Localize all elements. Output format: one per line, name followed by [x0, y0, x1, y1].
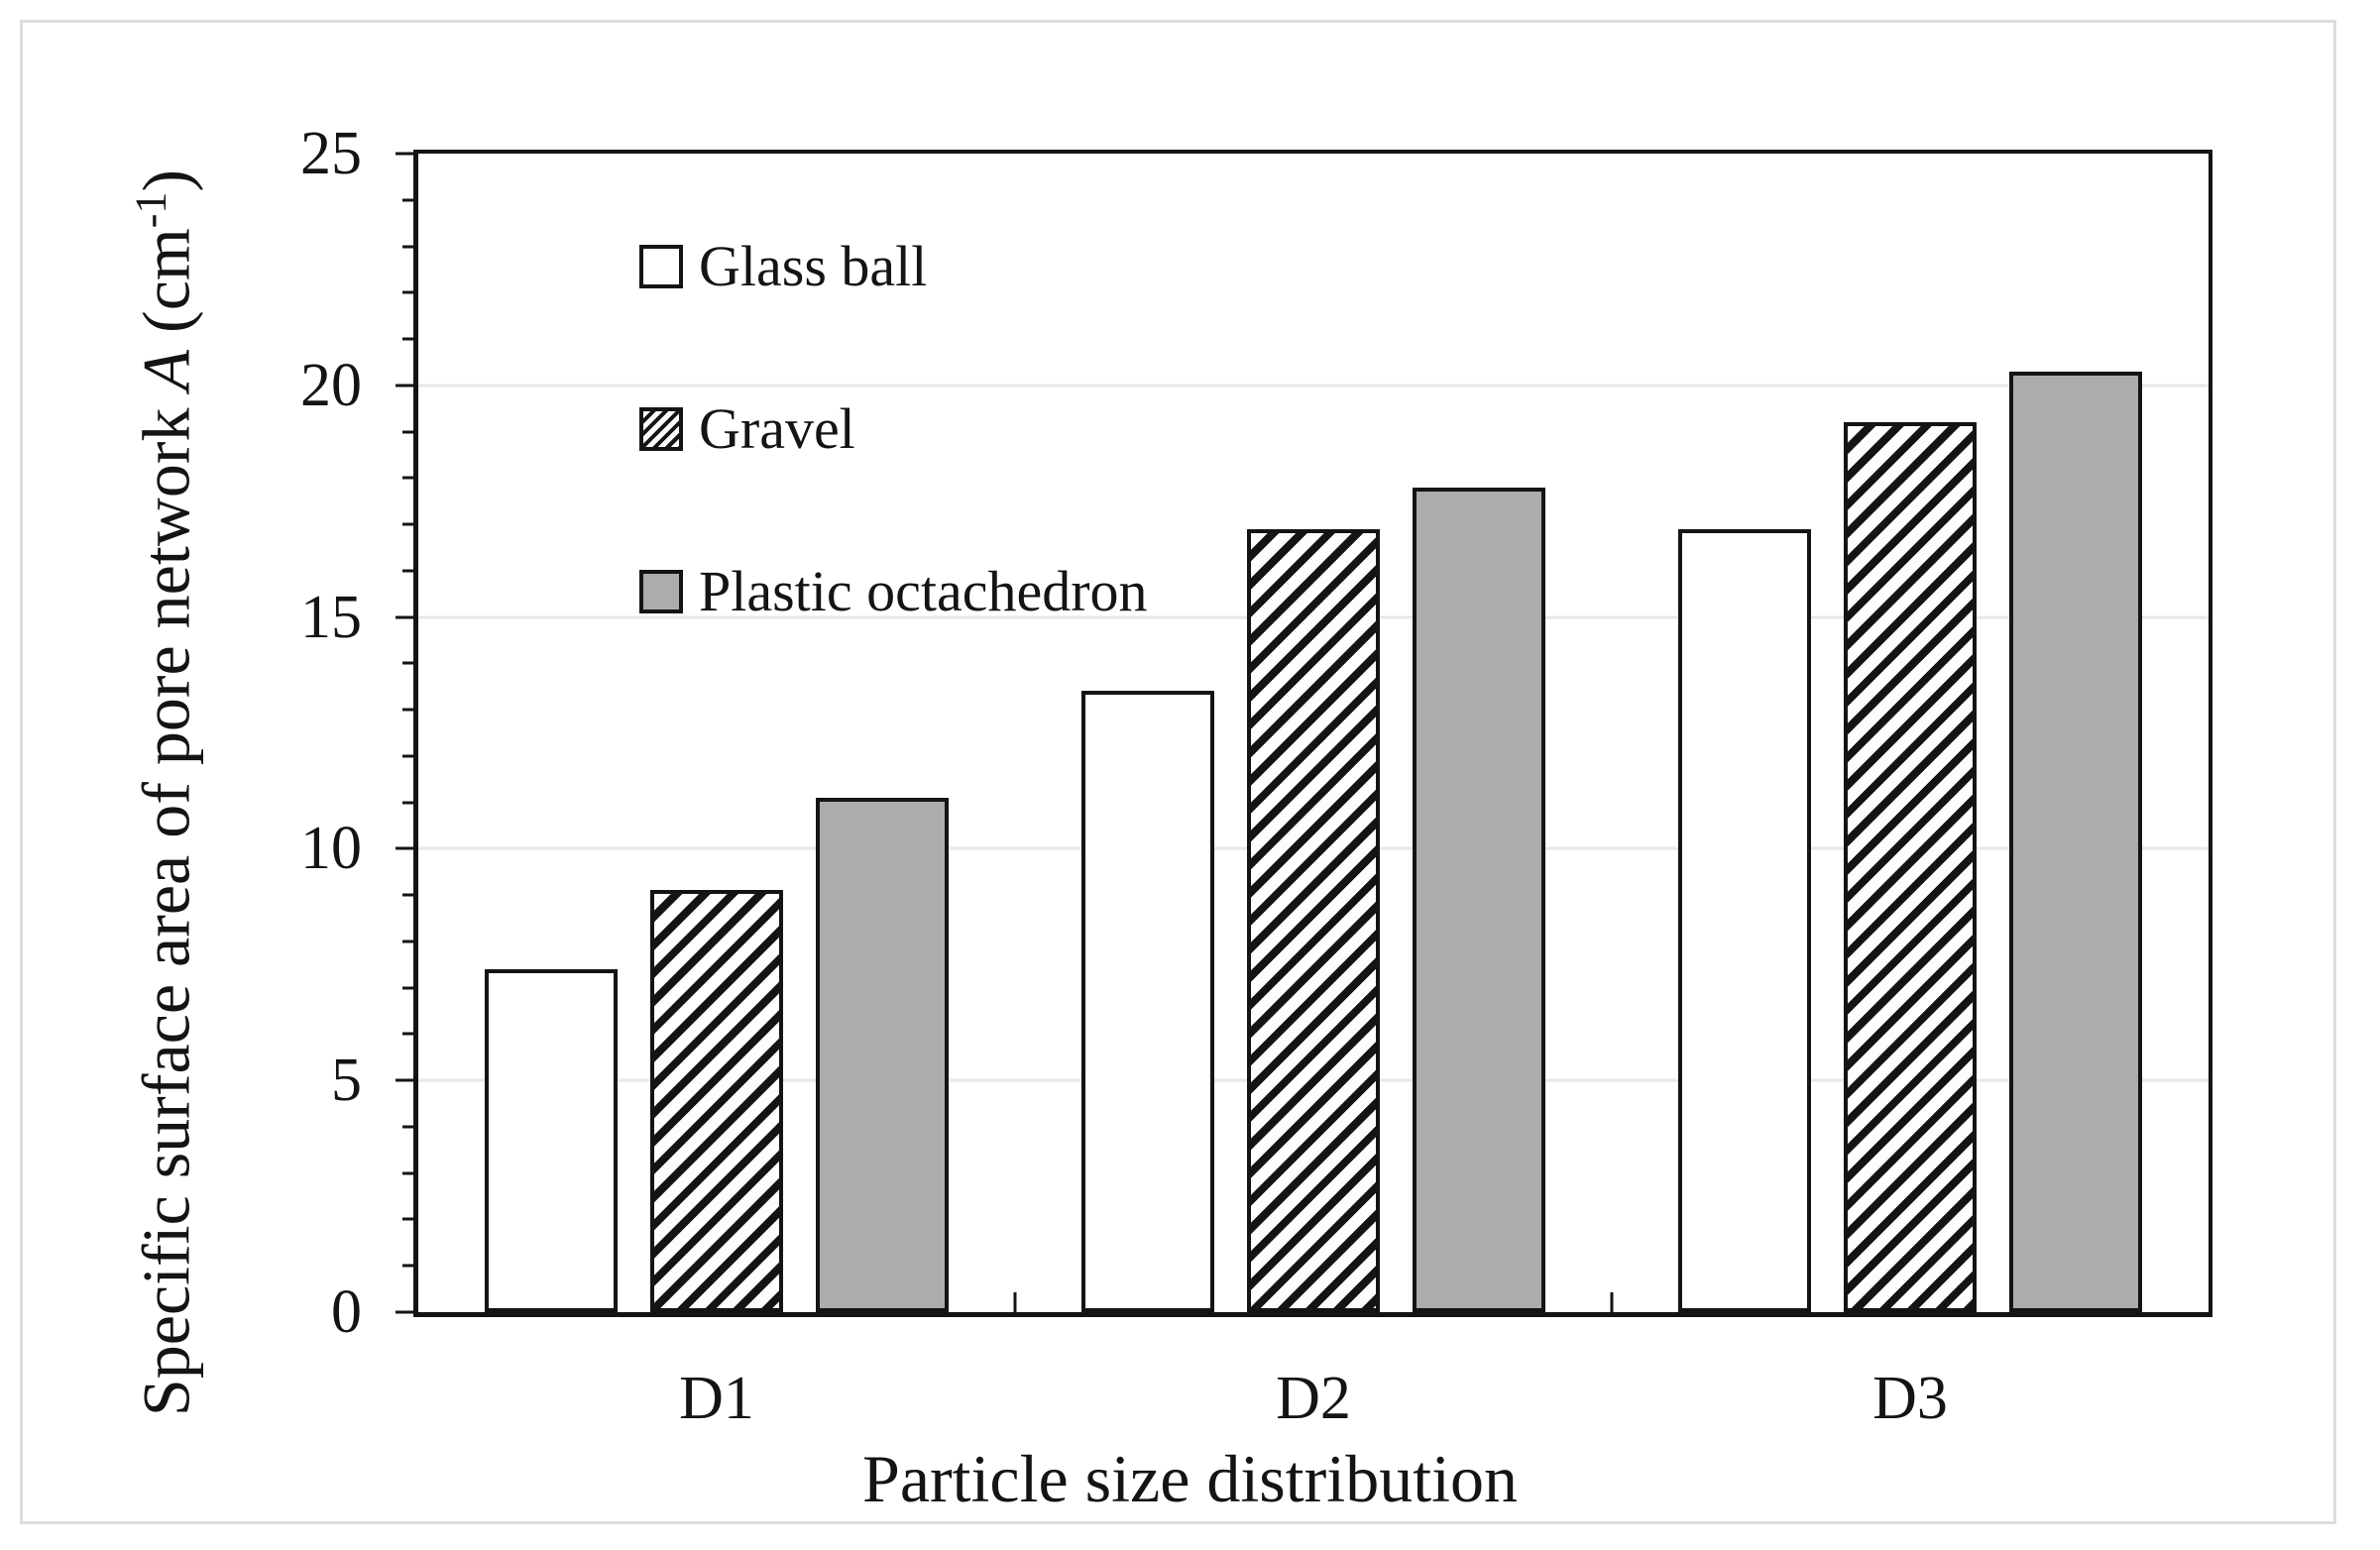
y-minor-tick-4 — [402, 1125, 413, 1129]
y-minor-tick-11 — [402, 801, 413, 805]
x-axis-title: Particle size distribution — [862, 1441, 1518, 1516]
gridline-y-20 — [418, 384, 2209, 388]
y-minor-tick-9 — [402, 893, 413, 897]
bar-plastic-octachedron-d1 — [816, 797, 949, 1312]
y-minor-tick-8 — [402, 940, 413, 943]
y-minor-tick-13 — [402, 708, 413, 712]
y-minor-tick-24 — [402, 198, 413, 202]
y-tick-label-15: 15 — [300, 583, 362, 651]
legend-swatch-white-icon — [639, 245, 683, 288]
y-axis-unit-exponent: -1 — [126, 191, 175, 229]
y-major-tick-20 — [396, 384, 413, 388]
y-minor-tick-12 — [402, 754, 413, 758]
y-minor-tick-6 — [402, 1032, 413, 1036]
y-minor-tick-1 — [402, 1264, 413, 1268]
bar-glass-ball-d3 — [1678, 528, 1811, 1312]
legend-label-gravel: Gravel — [699, 396, 855, 461]
y-tick-label-5: 5 — [331, 1047, 362, 1115]
y-major-tick-15 — [396, 615, 413, 619]
y-minor-tick-14 — [402, 661, 413, 665]
bar-gravel-d3 — [1844, 422, 1977, 1312]
y-major-tick-0 — [396, 1310, 413, 1314]
y-axis-unit-close: ) — [128, 168, 204, 192]
y-tick-label-0: 0 — [331, 1278, 362, 1346]
legend-label-plastic-octachedron: Plastic octachedron — [699, 559, 1148, 623]
legend-item-glass-ball: Glass ball — [639, 238, 1148, 295]
y-axis-title: Specific surface area of pore network A … — [118, 168, 204, 1417]
y-axis-variable: A — [128, 349, 204, 391]
y-minor-tick-21 — [402, 337, 413, 341]
x-category-label-d2: D2 — [1276, 1365, 1351, 1432]
y-minor-tick-18 — [402, 476, 413, 480]
x-category-label-d3: D3 — [1872, 1365, 1948, 1432]
y-major-tick-5 — [396, 1078, 413, 1082]
y-axis-title-text: Specific surface area of pore network — [128, 390, 204, 1417]
legend-swatch-gray-icon — [639, 570, 683, 613]
legend-label-glass-ball: Glass ball — [699, 234, 928, 298]
legend-item-gravel: Gravel — [639, 400, 1148, 458]
y-minor-tick-16 — [402, 569, 413, 573]
bar-glass-ball-d2 — [1081, 691, 1214, 1312]
bar-glass-ball-d1 — [485, 968, 618, 1312]
x-boundary-tick-2 — [1610, 1292, 1614, 1312]
bar-gravel-d1 — [650, 890, 783, 1312]
legend-swatch-hatched-icon — [639, 407, 683, 451]
legend: Glass ball Gravel Plastic octachedron — [639, 238, 1148, 725]
y-tick-label-10: 10 — [300, 815, 362, 883]
x-category-label-d1: D1 — [679, 1365, 754, 1432]
y-minor-tick-23 — [402, 245, 413, 249]
plot-area: Glass ball Gravel Plastic octachedron — [396, 150, 2212, 1317]
y-minor-tick-19 — [402, 430, 413, 434]
y-minor-tick-22 — [402, 290, 413, 294]
bar-plastic-octachedron-d2 — [1413, 487, 1545, 1312]
y-minor-tick-17 — [402, 522, 413, 526]
y-tick-label-20: 20 — [300, 351, 362, 419]
y-major-tick-10 — [396, 846, 413, 850]
y-major-tick-25 — [396, 152, 413, 156]
y-minor-tick-2 — [402, 1217, 413, 1221]
y-axis-unit-open: (cm — [128, 228, 204, 350]
y-tick-label-25: 25 — [300, 120, 362, 187]
bar-plastic-octachedron-d3 — [2009, 371, 2142, 1312]
x-boundary-tick-1 — [1013, 1292, 1017, 1312]
bar-gravel-d2 — [1247, 528, 1380, 1312]
y-minor-tick-3 — [402, 1171, 413, 1175]
y-minor-tick-7 — [402, 986, 413, 990]
legend-item-plastic-octachedron: Plastic octachedron — [639, 563, 1148, 620]
